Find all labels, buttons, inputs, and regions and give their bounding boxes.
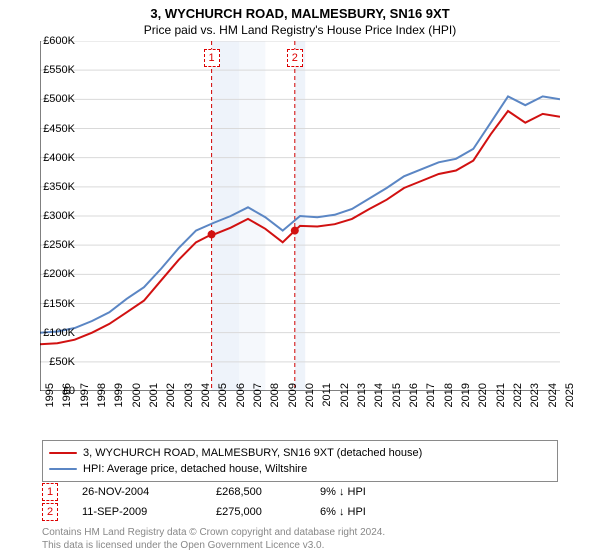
x-axis-label: 2001 [148,383,160,423]
x-axis-label: 2008 [269,383,281,423]
chart-container: 3, WYCHURCH ROAD, MALMESBURY, SN16 9XT P… [0,0,600,560]
x-axis-label: 1996 [61,383,73,423]
x-axis-label: 2004 [200,383,212,423]
page-subtitle: Price paid vs. HM Land Registry's House … [0,21,600,41]
y-axis-label: £550K [15,64,75,76]
legend-item: HPI: Average price, detached house, Wilt… [49,461,551,477]
x-axis-label: 2022 [512,383,524,423]
y-axis-label: £100K [15,327,75,339]
x-axis-label: 2006 [235,383,247,423]
x-axis-label: 2019 [460,383,472,423]
chart-area: £0£50K£100K£150K£200K£250K£300K£350K£400… [40,41,600,391]
legend: 3, WYCHURCH ROAD, MALMESBURY, SN16 9XT (… [42,440,558,482]
x-axis-label: 1998 [96,383,108,423]
x-axis-label: 2005 [217,383,229,423]
y-axis-label: £250K [15,239,75,251]
legend-item: 3, WYCHURCH ROAD, MALMESBURY, SN16 9XT (… [49,445,551,461]
sale-price: £275,000 [216,506,296,518]
x-axis-label: 2014 [373,383,385,423]
y-axis-label: £600K [15,35,75,47]
x-axis-label: 2016 [408,383,420,423]
footer-line: This data is licensed under the Open Gov… [42,539,385,552]
x-axis-label: 2012 [339,383,351,423]
sale-diff: 6% ↓ HPI [320,506,440,518]
sale-diff: 9% ↓ HPI [320,486,440,498]
x-axis-label: 2010 [304,383,316,423]
line-chart-svg [40,41,560,391]
table-row: 1 26-NOV-2004 £268,500 9% ↓ HPI [42,482,558,502]
y-axis-label: £50K [15,356,75,368]
y-axis-label: £150K [15,298,75,310]
legend-label: 3, WYCHURCH ROAD, MALMESBURY, SN16 9XT (… [83,447,422,459]
page-title: 3, WYCHURCH ROAD, MALMESBURY, SN16 9XT [0,0,600,21]
x-axis-label: 2025 [564,383,576,423]
x-axis-label: 2024 [547,383,559,423]
legend-swatch [49,468,77,470]
y-axis-label: £350K [15,181,75,193]
sale-marker-num: 2 [42,503,58,521]
x-axis-label: 2000 [131,383,143,423]
x-axis-label: 2021 [495,383,507,423]
sales-table: 1 26-NOV-2004 £268,500 9% ↓ HPI 2 11-SEP… [42,482,558,522]
x-axis-label: 2002 [165,383,177,423]
x-axis-label: 2015 [391,383,403,423]
footer-attribution: Contains HM Land Registry data © Crown c… [42,526,385,552]
sale-date: 11-SEP-2009 [82,506,192,518]
footer-line: Contains HM Land Registry data © Crown c… [42,526,385,539]
x-axis-label: 2003 [183,383,195,423]
sale-marker-num: 1 [42,483,58,501]
legend-swatch [49,452,77,454]
x-axis-label: 2017 [425,383,437,423]
sale-marker-flag: 2 [287,49,303,67]
y-axis-label: £450K [15,123,75,135]
x-axis-label: 2018 [443,383,455,423]
x-axis-label: 2007 [252,383,264,423]
y-axis-label: £400K [15,152,75,164]
y-axis-label: £300K [15,210,75,222]
x-axis-label: 2020 [477,383,489,423]
x-axis-label: 1995 [44,383,56,423]
sale-price: £268,500 [216,486,296,498]
y-axis-label: £200K [15,268,75,280]
table-row: 2 11-SEP-2009 £275,000 6% ↓ HPI [42,502,558,522]
sale-date: 26-NOV-2004 [82,486,192,498]
sale-marker-flag: 1 [204,49,220,67]
x-axis-label: 2011 [321,383,333,423]
x-axis-label: 1997 [79,383,91,423]
x-axis-label: 2009 [287,383,299,423]
y-axis-label: £500K [15,93,75,105]
x-axis-label: 2013 [356,383,368,423]
x-axis-label: 2023 [529,383,541,423]
x-axis-label: 1999 [113,383,125,423]
legend-label: HPI: Average price, detached house, Wilt… [83,463,307,475]
